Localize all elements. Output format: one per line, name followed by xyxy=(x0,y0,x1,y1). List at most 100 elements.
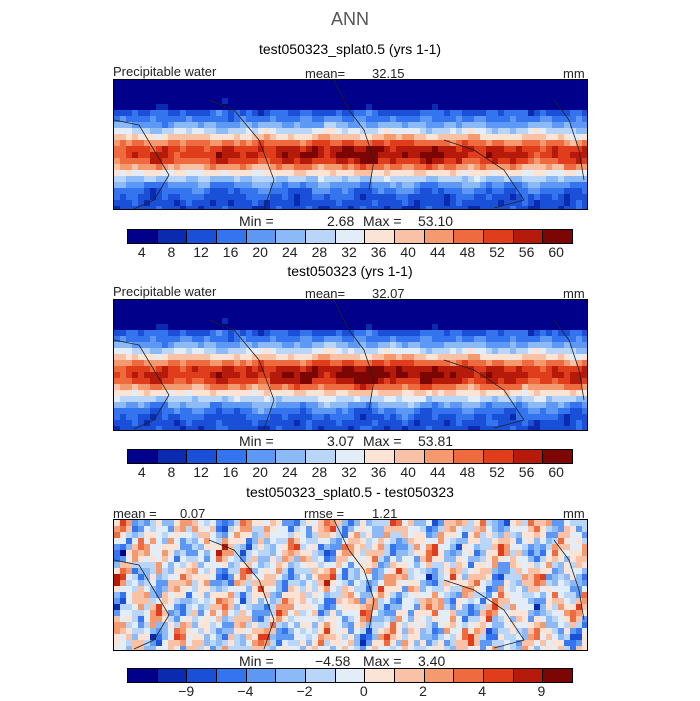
heatmap-cell xyxy=(210,110,217,117)
heatmap-cell xyxy=(168,342,175,349)
heatmap-cell xyxy=(126,306,133,313)
heatmap-cell xyxy=(222,538,229,545)
heatmap-cell xyxy=(132,128,139,135)
heatmap-cell xyxy=(216,538,223,545)
heatmap-cell xyxy=(150,354,157,361)
heatmap-cell xyxy=(576,580,583,587)
heatmap-cell xyxy=(450,152,457,159)
heatmap-cell xyxy=(570,592,577,599)
heatmap-cell xyxy=(270,396,277,403)
heatmap-cell xyxy=(510,526,517,533)
heatmap-cell xyxy=(294,348,301,355)
heatmap-cell xyxy=(486,420,493,427)
heatmap-cell xyxy=(234,306,241,313)
heatmap-cell xyxy=(450,86,457,93)
heatmap-cell xyxy=(306,610,313,617)
heatmap-cell xyxy=(318,312,325,319)
heatmap-cell xyxy=(438,574,445,581)
heatmap-cell xyxy=(264,176,271,183)
heatmap-cell xyxy=(534,324,541,331)
heatmap-cell xyxy=(360,200,367,207)
heatmap-cell xyxy=(432,86,439,93)
heatmap-cell xyxy=(114,86,121,93)
heatmap-cell xyxy=(306,586,313,593)
heatmap-cell xyxy=(258,384,265,391)
heatmap-cell xyxy=(384,306,391,313)
heatmap-cell xyxy=(456,366,463,373)
heatmap-cell xyxy=(222,134,229,141)
heatmap-cell xyxy=(120,360,127,367)
heatmap-cell xyxy=(120,616,127,623)
heatmap-cell xyxy=(432,538,439,545)
heatmap-cell xyxy=(570,384,577,391)
heatmap-cell xyxy=(360,116,367,123)
heatmap-cell xyxy=(354,116,361,123)
heatmap-cell xyxy=(480,360,487,367)
heatmap-cell xyxy=(474,158,481,165)
heatmap-cell xyxy=(180,170,187,177)
heatmap-cell xyxy=(366,134,373,141)
colorbar-swatch xyxy=(395,230,425,243)
heatmap-cell xyxy=(330,110,337,117)
heatmap-cell xyxy=(384,610,391,617)
heatmap-cell xyxy=(534,526,541,533)
heatmap-cell xyxy=(180,592,187,599)
heatmap-cell xyxy=(582,366,587,373)
heatmap-cell xyxy=(564,98,571,105)
heatmap-cell xyxy=(252,92,259,99)
heatmap-cell xyxy=(510,550,517,557)
heatmap-cell xyxy=(222,568,229,575)
heatmap-cell xyxy=(354,610,361,617)
heatmap-cell xyxy=(480,336,487,343)
heatmap-cell xyxy=(378,300,385,307)
heatmap-cell xyxy=(546,610,553,617)
colorbar-tick-label: 44 xyxy=(430,244,446,260)
heatmap-cell xyxy=(228,390,235,397)
heatmap-cell xyxy=(510,532,517,539)
heatmap-cell xyxy=(240,158,247,165)
heatmap-cell xyxy=(324,80,331,87)
heatmap-cell xyxy=(246,110,253,117)
heatmap-cell xyxy=(390,568,397,575)
heatmap-cell xyxy=(558,580,565,587)
heatmap-cell xyxy=(540,378,547,385)
heatmap-cell xyxy=(492,176,499,183)
heatmap-cell xyxy=(480,134,487,141)
heatmap-cell xyxy=(258,86,265,93)
heatmap-cell xyxy=(534,170,541,177)
heatmap-cell xyxy=(558,366,565,373)
heatmap-cell xyxy=(492,366,499,373)
heatmap-cell xyxy=(474,324,481,331)
heatmap-cell xyxy=(558,556,565,563)
heatmap-cell xyxy=(318,616,325,623)
heatmap-cell xyxy=(486,402,493,409)
heatmap-cell xyxy=(372,372,379,379)
heatmap-cell xyxy=(114,598,121,605)
heatmap-cell xyxy=(426,550,433,557)
heatmap-cell xyxy=(162,170,169,177)
heatmap-cell xyxy=(444,414,451,421)
heatmap-cell xyxy=(402,372,409,379)
heatmap-cell xyxy=(348,592,355,599)
heatmap-cell xyxy=(216,574,223,581)
heatmap-cell xyxy=(372,616,379,623)
heatmap-cell xyxy=(558,324,565,331)
heatmap-cell xyxy=(354,164,361,171)
heatmap-cell xyxy=(222,342,229,349)
heatmap-cell xyxy=(414,354,421,361)
heatmap-cell xyxy=(552,360,559,367)
heatmap-cell xyxy=(156,562,163,569)
heatmap-cell xyxy=(342,176,349,183)
heatmap-cell xyxy=(522,360,529,367)
heatmap-cell xyxy=(318,330,325,337)
heatmap-cell xyxy=(336,152,343,159)
heatmap-cell xyxy=(144,414,151,421)
heatmap-cell xyxy=(168,98,175,105)
heatmap-cell xyxy=(486,324,493,331)
heatmap-cell xyxy=(228,98,235,105)
heatmap-cell xyxy=(162,128,169,135)
heatmap-cell xyxy=(270,544,277,551)
heatmap-cell xyxy=(348,414,355,421)
heatmap-cell xyxy=(288,544,295,551)
heatmap-cell xyxy=(516,586,523,593)
